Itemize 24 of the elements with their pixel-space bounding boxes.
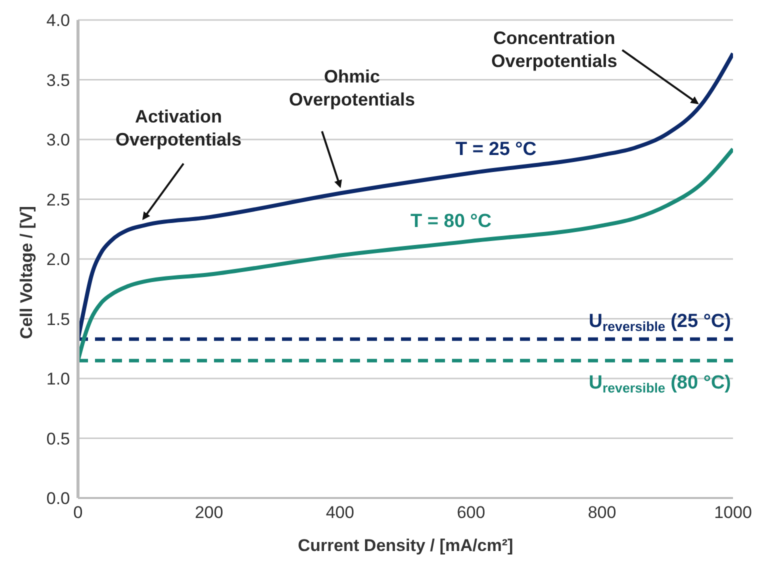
y-tick-label: 1.5 bbox=[46, 310, 70, 329]
y-tick-label: 2.5 bbox=[46, 190, 70, 210]
series-label: T = 25 °C bbox=[456, 138, 537, 160]
x-tick-label: 200 bbox=[194, 503, 224, 522]
x-tick-label: 800 bbox=[588, 503, 616, 522]
annotation: Ohmic Overpotentials bbox=[288, 66, 416, 110]
y-tick-label: 4.0 bbox=[46, 11, 70, 30]
y-axis-title: Cell Voltage / [V] bbox=[17, 206, 36, 339]
x-tick-label: 600 bbox=[456, 503, 486, 522]
x-tick-label: 400 bbox=[326, 503, 354, 522]
y-tick-label: 0.0 bbox=[46, 489, 70, 508]
ref-line-label: U$_{reversible}$ (25 °C) bbox=[588, 311, 731, 334]
x-tick-label: 1000 bbox=[714, 503, 752, 522]
annotation: Activation Overpotentials bbox=[115, 106, 242, 150]
series-label: T = 80 °C bbox=[410, 211, 492, 232]
y-tick-label: 0.5 bbox=[46, 429, 70, 448]
y-tick-label: 1.0 bbox=[46, 370, 70, 389]
y-tick-label: 2.0 bbox=[46, 250, 70, 270]
y-tick-label: 3.5 bbox=[46, 70, 70, 90]
x-tick-label: 0 bbox=[73, 503, 83, 522]
y-tick-label: 3.0 bbox=[46, 130, 70, 150]
ref-line-label: U$_{reversible}$ (80 °C) bbox=[588, 372, 731, 396]
x-axis-title: Current Density / [mA/cm²] bbox=[298, 536, 514, 555]
annotation: Concentration Overpotentials bbox=[491, 28, 618, 72]
